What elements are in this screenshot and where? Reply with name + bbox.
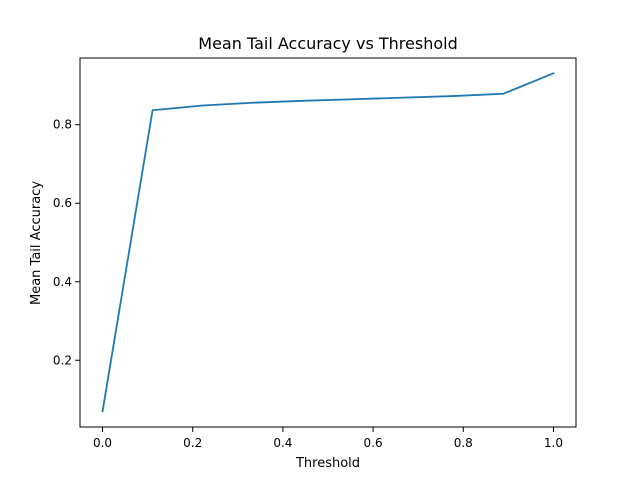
y-tick-label: 0.4 — [53, 275, 72, 289]
y-tick-label: 0.2 — [53, 353, 72, 367]
x-axis-label: Threshold — [295, 456, 360, 471]
chart-title: Mean Tail Accuracy vs Threshold — [198, 34, 457, 53]
y-axis-ticks: 0.2 0.4 0.6 0.8 — [53, 118, 80, 367]
series-points — [102, 72, 555, 412]
series-line — [101, 72, 555, 413]
x-tick-label: 0.8 — [454, 436, 473, 450]
x-axis-ticks: 0.0 0.2 0.4 0.6 0.8 1.0 — [93, 427, 563, 450]
y-axis-label: Mean Tail Accuracy — [29, 181, 44, 305]
x-tick-label: 0.2 — [183, 436, 202, 450]
y-tick-label: 0.8 — [53, 118, 72, 132]
x-tick-label: 1.0 — [544, 436, 563, 450]
y-tick-label: 0.6 — [53, 196, 72, 210]
x-tick-label: 0.0 — [93, 436, 112, 450]
plot-frame — [79, 57, 577, 428]
x-tick-label: 0.6 — [364, 436, 383, 450]
x-tick-label: 0.4 — [273, 436, 292, 450]
